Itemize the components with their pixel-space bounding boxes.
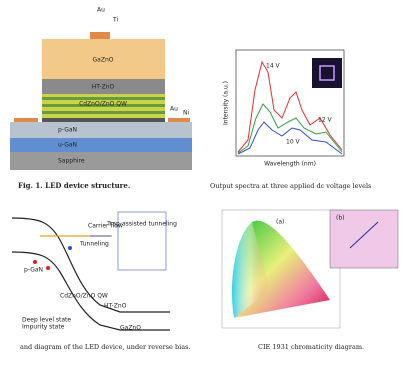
qw-stripe xyxy=(42,111,165,114)
figure: Au Ti GaZnO HT-ZnO CdZnO/ZnO QW Au Ni p-… xyxy=(0,0,405,377)
side-pad xyxy=(14,118,38,122)
legend: Impurity state xyxy=(22,324,65,331)
curve-label: 10 V xyxy=(286,139,301,146)
caption: Output spectra at three applied dc volta… xyxy=(210,182,371,190)
cie-diagram: (a) (b) CIE 1931 chromaticity diagram. xyxy=(222,210,398,351)
label: GaZnO xyxy=(93,57,114,64)
label: u-GaN xyxy=(58,142,77,149)
curve-label: 12 V xyxy=(318,117,333,124)
label: GaZnO xyxy=(120,325,141,332)
label: Trap-assisted tunneling xyxy=(106,221,177,228)
y-axis-label: Intensity (a.u.) xyxy=(223,81,230,125)
ugan-layer xyxy=(10,138,192,152)
side-pad xyxy=(168,118,190,122)
label: p-GaN xyxy=(58,127,77,134)
label: Ti xyxy=(112,17,118,24)
label: Au xyxy=(97,7,105,14)
label: Ni xyxy=(183,110,189,117)
carrier xyxy=(68,246,72,250)
caption: and diagram of the LED device, under rev… xyxy=(20,343,191,351)
carrier xyxy=(46,266,50,270)
sapphire-layer xyxy=(10,152,192,170)
carrier xyxy=(33,260,37,264)
caption: CIE 1931 chromaticity diagram. xyxy=(258,343,364,351)
label: p-GaN xyxy=(24,267,43,274)
au-pad xyxy=(90,32,110,39)
panel-label: (a) xyxy=(276,219,284,226)
label: CdZnO/ZnO QW xyxy=(60,293,108,300)
label: Au xyxy=(170,106,178,113)
label: Tunneling xyxy=(79,241,109,248)
label: Sapphire xyxy=(58,158,85,165)
pgan-layer xyxy=(10,122,192,138)
label: CdZnO/ZnO QW xyxy=(79,101,127,108)
device-structure: Au Ti GaZnO HT-ZnO CdZnO/ZnO QW Au Ni p-… xyxy=(10,7,192,191)
label: HT-ZnO xyxy=(104,303,127,310)
curve-label: 14 V xyxy=(266,63,281,70)
band-diagram: p-GaN CdZnO/ZnO QW HT-ZnO GaZnO Carrier … xyxy=(12,212,191,351)
label: HT-ZnO xyxy=(92,84,115,91)
buffer-layer xyxy=(42,118,165,122)
page: Au Ti GaZnO HT-ZnO CdZnO/ZnO QW Au Ni p-… xyxy=(0,0,405,377)
inset-photo xyxy=(312,58,342,88)
legend: Deep level state xyxy=(22,317,71,324)
caption: Fig. 1. LED device structure. xyxy=(18,181,130,190)
spectrum-plot: Intensity (a.u.) Wavelength (nm) 14 V 12… xyxy=(210,50,371,190)
x-axis-label: Wavelength (nm) xyxy=(264,161,316,168)
panel-label: (b) xyxy=(336,215,345,222)
